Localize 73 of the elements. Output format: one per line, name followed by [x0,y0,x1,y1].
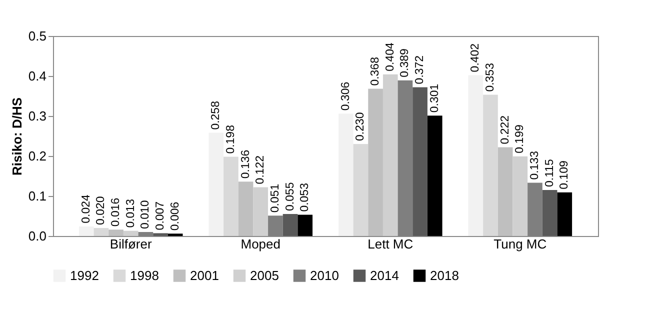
data-label: 0.053 [299,183,312,212]
data-label: 0.109 [558,160,571,190]
bar [108,230,124,236]
legend-label: 2010 [310,268,339,283]
legend-label: 2014 [370,268,399,283]
y-tick-label: 0.2 [28,148,46,164]
bar [353,144,368,236]
x-tick-label: Bilfører [110,236,152,252]
data-label: 0.306 [340,82,352,111]
legend-label: 2001 [190,268,219,283]
bar [338,114,354,236]
bar [298,214,313,236]
bar [224,156,238,236]
y-tick-label: 0.5 [28,28,46,44]
bar [398,80,413,236]
y-axis-title: Risiko: D/HS [9,97,24,176]
bar [412,87,428,236]
y-tick-label: 0.3 [28,108,46,124]
data-label: 0.353 [484,63,496,92]
x-tick-label: Moped [240,236,280,252]
data-label: 0.051 [269,184,282,213]
y-tick-label: 0.4 [28,68,46,84]
data-label: 0.222 [499,115,512,144]
bar [498,147,513,236]
data-label: 0.016 [110,198,122,227]
bar [94,228,109,236]
bar [557,192,572,236]
x-tick-label: Tung MC [494,236,547,252]
bar [238,182,254,236]
data-label: 0.389 [399,48,412,78]
data-label: 0.133 [528,151,541,180]
bar [253,187,268,236]
bar [78,226,94,236]
bar [542,190,558,236]
bar [427,116,442,236]
data-label: 0.199 [514,124,526,154]
data-label: 0.055 [284,182,296,211]
y-tick-label: 0.0 [28,228,46,244]
data-label: 0.368 [370,57,382,86]
data-label: 0.006 [169,202,182,231]
bar [483,94,498,236]
bar [153,233,168,236]
legend-label: 1998 [130,268,159,283]
data-label: 0.010 [140,200,152,229]
bar [382,74,398,236]
data-label: 0.136 [240,150,252,179]
data-label: 0.402 [470,43,482,72]
legend-label: 1992 [70,268,99,283]
bar [468,75,484,236]
bar [282,214,298,236]
x-tick-label: Lett MC [368,236,414,252]
bar [268,216,283,236]
data-label: 0.372 [414,55,426,84]
data-label: 0.198 [224,125,237,154]
data-label: 0.258 [210,101,222,130]
bar [208,132,224,236]
bar [123,230,138,236]
data-label: 0.020 [95,196,108,225]
legend-label: 2018 [430,268,459,283]
legend-label: 2005 [250,268,279,283]
bar [512,156,528,236]
data-label: 0.115 [544,159,556,187]
data-label: 0.013 [124,199,137,228]
data-label: 0.007 [154,201,167,230]
bar [138,232,154,236]
data-label: 0.301 [428,84,441,113]
bar [368,88,383,236]
data-label: 0.404 [384,42,396,72]
data-label: 0.024 [80,194,92,224]
y-tick-label: 0.1 [28,188,46,204]
data-label: 0.122 [254,155,267,184]
data-label: 0.230 [354,112,367,141]
bar [528,182,542,236]
